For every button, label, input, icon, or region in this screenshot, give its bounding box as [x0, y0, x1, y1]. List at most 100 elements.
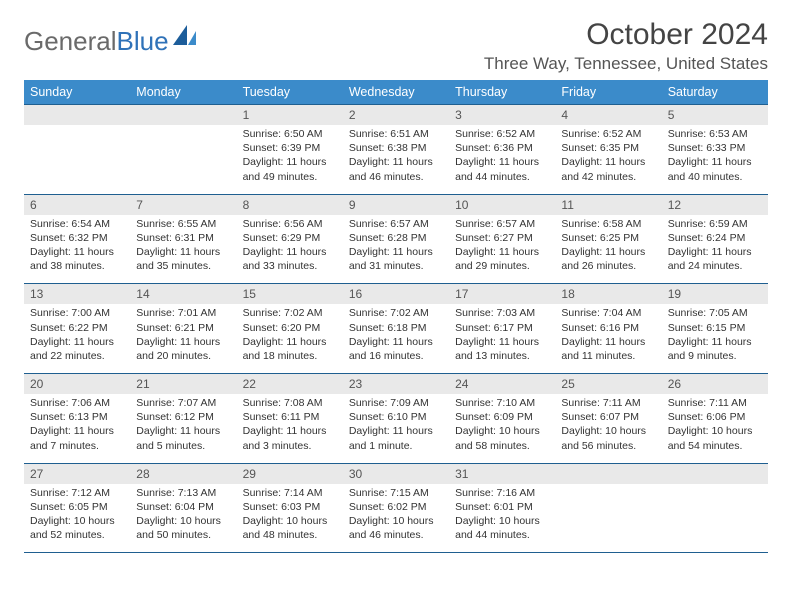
- sunset-text: Sunset: 6:35 PM: [561, 141, 655, 155]
- day-number: [555, 464, 661, 484]
- day-cell: 7Sunrise: 6:55 AMSunset: 6:31 PMDaylight…: [130, 194, 236, 284]
- day-cell: 26Sunrise: 7:11 AMSunset: 6:06 PMDayligh…: [662, 374, 768, 464]
- day-details: Sunrise: 7:11 AMSunset: 6:06 PMDaylight:…: [662, 394, 768, 463]
- week-row: 27Sunrise: 7:12 AMSunset: 6:05 PMDayligh…: [24, 463, 768, 553]
- daylight-text: Daylight: 11 hours and 42 minutes.: [561, 155, 655, 183]
- day-details: Sunrise: 6:52 AMSunset: 6:36 PMDaylight:…: [449, 125, 555, 194]
- daylight-text: Daylight: 11 hours and 26 minutes.: [561, 245, 655, 273]
- sunset-text: Sunset: 6:13 PM: [30, 410, 124, 424]
- calendar-body: 1Sunrise: 6:50 AMSunset: 6:39 PMDaylight…: [24, 105, 768, 553]
- sunset-text: Sunset: 6:21 PM: [136, 321, 230, 335]
- sunset-text: Sunset: 6:36 PM: [455, 141, 549, 155]
- daylight-text: Daylight: 11 hours and 16 minutes.: [349, 335, 443, 363]
- month-title: October 2024: [484, 18, 768, 52]
- sunrise-text: Sunrise: 7:09 AM: [349, 396, 443, 410]
- day-number: 23: [343, 374, 449, 394]
- day-details: [662, 484, 768, 544]
- sunset-text: Sunset: 6:32 PM: [30, 231, 124, 245]
- day-cell: 27Sunrise: 7:12 AMSunset: 6:05 PMDayligh…: [24, 463, 130, 553]
- day-details: [555, 484, 661, 544]
- day-cell: 5Sunrise: 6:53 AMSunset: 6:33 PMDaylight…: [662, 105, 768, 195]
- logo-sail-icon: [173, 25, 199, 52]
- day-details: Sunrise: 6:56 AMSunset: 6:29 PMDaylight:…: [237, 215, 343, 284]
- day-cell: 28Sunrise: 7:13 AMSunset: 6:04 PMDayligh…: [130, 463, 236, 553]
- day-number: 20: [24, 374, 130, 394]
- day-number: [662, 464, 768, 484]
- sunset-text: Sunset: 6:09 PM: [455, 410, 549, 424]
- day-number: 8: [237, 195, 343, 215]
- daylight-text: Daylight: 11 hours and 49 minutes.: [243, 155, 337, 183]
- daylight-text: Daylight: 11 hours and 35 minutes.: [136, 245, 230, 273]
- daylight-text: Daylight: 11 hours and 20 minutes.: [136, 335, 230, 363]
- sunset-text: Sunset: 6:06 PM: [668, 410, 762, 424]
- sunset-text: Sunset: 6:04 PM: [136, 500, 230, 514]
- day-details: Sunrise: 7:03 AMSunset: 6:17 PMDaylight:…: [449, 304, 555, 373]
- location: Three Way, Tennessee, United States: [484, 54, 768, 74]
- title-block: October 2024 Three Way, Tennessee, Unite…: [484, 18, 768, 74]
- daylight-text: Daylight: 11 hours and 24 minutes.: [668, 245, 762, 273]
- day-cell: [662, 463, 768, 553]
- logo-text: GeneralBlue: [24, 26, 169, 57]
- day-number: 28: [130, 464, 236, 484]
- sunrise-text: Sunrise: 7:00 AM: [30, 306, 124, 320]
- day-number: 11: [555, 195, 661, 215]
- day-number: 9: [343, 195, 449, 215]
- sunset-text: Sunset: 6:39 PM: [243, 141, 337, 155]
- day-number: 26: [662, 374, 768, 394]
- day-number: 14: [130, 284, 236, 304]
- sunrise-text: Sunrise: 7:08 AM: [243, 396, 337, 410]
- day-number: 4: [555, 105, 661, 125]
- day-number: 18: [555, 284, 661, 304]
- sunrise-text: Sunrise: 7:06 AM: [30, 396, 124, 410]
- daylight-text: Daylight: 11 hours and 22 minutes.: [30, 335, 124, 363]
- sunrise-text: Sunrise: 7:11 AM: [561, 396, 655, 410]
- day-header-row: SundayMondayTuesdayWednesdayThursdayFrid…: [24, 80, 768, 105]
- day-details: Sunrise: 7:11 AMSunset: 6:07 PMDaylight:…: [555, 394, 661, 463]
- day-details: Sunrise: 6:54 AMSunset: 6:32 PMDaylight:…: [24, 215, 130, 284]
- sunset-text: Sunset: 6:05 PM: [30, 500, 124, 514]
- day-cell: 23Sunrise: 7:09 AMSunset: 6:10 PMDayligh…: [343, 374, 449, 464]
- day-cell: 30Sunrise: 7:15 AMSunset: 6:02 PMDayligh…: [343, 463, 449, 553]
- week-row: 1Sunrise: 6:50 AMSunset: 6:39 PMDaylight…: [24, 105, 768, 195]
- sunrise-text: Sunrise: 7:07 AM: [136, 396, 230, 410]
- day-number: 27: [24, 464, 130, 484]
- day-details: Sunrise: 7:09 AMSunset: 6:10 PMDaylight:…: [343, 394, 449, 463]
- day-details: Sunrise: 7:02 AMSunset: 6:20 PMDaylight:…: [237, 304, 343, 373]
- day-number: 3: [449, 105, 555, 125]
- day-header: Monday: [130, 80, 236, 105]
- sunset-text: Sunset: 6:16 PM: [561, 321, 655, 335]
- day-number: [24, 105, 130, 125]
- logo-word1: General: [24, 26, 117, 56]
- day-details: Sunrise: 7:14 AMSunset: 6:03 PMDaylight:…: [237, 484, 343, 553]
- day-cell: 29Sunrise: 7:14 AMSunset: 6:03 PMDayligh…: [237, 463, 343, 553]
- day-number: 5: [662, 105, 768, 125]
- day-number: 15: [237, 284, 343, 304]
- day-cell: 31Sunrise: 7:16 AMSunset: 6:01 PMDayligh…: [449, 463, 555, 553]
- day-number: 25: [555, 374, 661, 394]
- sunrise-text: Sunrise: 7:13 AM: [136, 486, 230, 500]
- day-header: Thursday: [449, 80, 555, 105]
- sunset-text: Sunset: 6:01 PM: [455, 500, 549, 514]
- day-cell: 9Sunrise: 6:57 AMSunset: 6:28 PMDaylight…: [343, 194, 449, 284]
- day-header: Friday: [555, 80, 661, 105]
- sunrise-text: Sunrise: 7:16 AM: [455, 486, 549, 500]
- day-number: 13: [24, 284, 130, 304]
- logo: GeneralBlue: [24, 26, 199, 57]
- day-details: Sunrise: 6:52 AMSunset: 6:35 PMDaylight:…: [555, 125, 661, 194]
- day-number: 7: [130, 195, 236, 215]
- day-number: 31: [449, 464, 555, 484]
- day-cell: 12Sunrise: 6:59 AMSunset: 6:24 PMDayligh…: [662, 194, 768, 284]
- sunrise-text: Sunrise: 6:52 AM: [561, 127, 655, 141]
- sunrise-text: Sunrise: 6:52 AM: [455, 127, 549, 141]
- sunset-text: Sunset: 6:29 PM: [243, 231, 337, 245]
- sunrise-text: Sunrise: 6:58 AM: [561, 217, 655, 231]
- day-cell: 13Sunrise: 7:00 AMSunset: 6:22 PMDayligh…: [24, 284, 130, 374]
- day-details: Sunrise: 7:05 AMSunset: 6:15 PMDaylight:…: [662, 304, 768, 373]
- sunset-text: Sunset: 6:31 PM: [136, 231, 230, 245]
- day-details: Sunrise: 7:07 AMSunset: 6:12 PMDaylight:…: [130, 394, 236, 463]
- sunrise-text: Sunrise: 7:02 AM: [349, 306, 443, 320]
- sunrise-text: Sunrise: 7:01 AM: [136, 306, 230, 320]
- daylight-text: Daylight: 10 hours and 56 minutes.: [561, 424, 655, 452]
- daylight-text: Daylight: 11 hours and 44 minutes.: [455, 155, 549, 183]
- daylight-text: Daylight: 11 hours and 9 minutes.: [668, 335, 762, 363]
